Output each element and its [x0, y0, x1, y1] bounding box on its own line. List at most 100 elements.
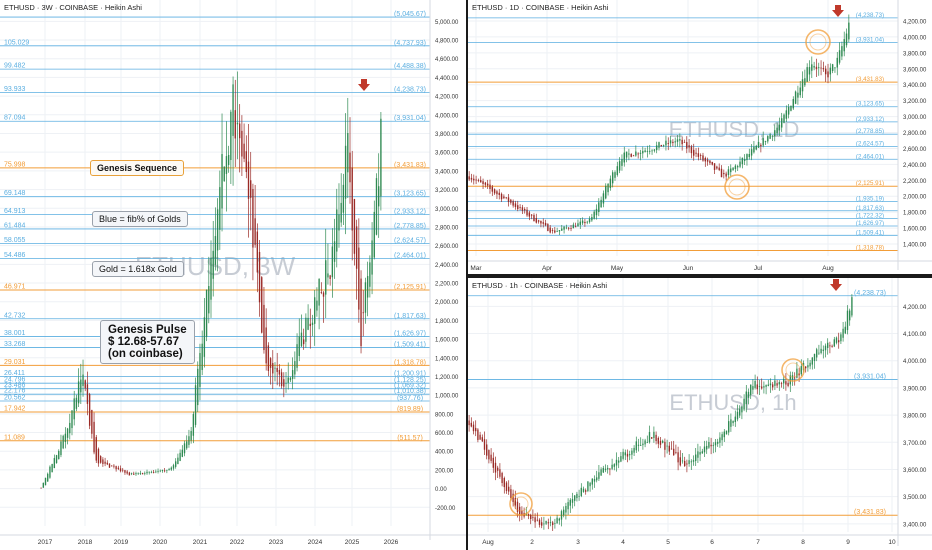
candle-body	[369, 262, 371, 287]
candle-body	[544, 222, 547, 226]
candle-body	[97, 448, 100, 464]
candle-body	[480, 180, 482, 183]
candle-body	[764, 140, 767, 142]
candle-body	[510, 489, 512, 499]
candle-body	[571, 498, 574, 503]
candle-body	[790, 105, 792, 111]
x-tick-label: 2022	[230, 539, 245, 546]
candle-body	[623, 152, 625, 163]
candle-body	[655, 145, 658, 151]
pulse-line-1: Genesis Pulse	[108, 324, 187, 336]
candle-body	[491, 186, 494, 192]
chart-pane-1d[interactable]: ETHUSD, 1D (4,238.73) (3,931.04) (3,431.83)…	[468, 0, 932, 274]
candle-body	[124, 470, 126, 473]
highlight-circle	[781, 358, 805, 382]
fib-level-label: (2,464.01)	[856, 153, 884, 160]
x-tick-label: 2	[530, 539, 534, 546]
y-tick-label: 3,400.00	[903, 522, 927, 528]
candle-body	[787, 382, 789, 386]
candle-body	[283, 379, 285, 387]
candle-body	[588, 218, 591, 223]
candle-body	[848, 22, 850, 40]
y-tick-label: 2,800.00	[903, 131, 927, 137]
candle-body	[620, 456, 622, 462]
candle-body	[141, 473, 144, 475]
highlight-circle	[509, 492, 533, 516]
x-tick-label: 2017	[38, 539, 53, 546]
fib-level-left-label: 17.942	[4, 405, 26, 412]
y-tick-label: 3,600.00	[903, 67, 927, 73]
candle-body	[489, 184, 491, 189]
candle-body	[296, 344, 298, 368]
candle-body	[613, 464, 615, 467]
candle-body	[593, 479, 596, 482]
candle-body	[801, 79, 804, 92]
candle-body	[468, 420, 470, 426]
candle-body	[64, 433, 67, 443]
candle-body	[554, 230, 556, 233]
candle-body	[86, 384, 89, 404]
fib-level-left-label: 105.029	[4, 39, 29, 46]
candle-body	[834, 67, 836, 69]
chart-pane-1h[interactable]: ETHUSD, 1h (4,238.73) (3,931.04) (3,431.83)…	[468, 278, 932, 550]
candle-body	[532, 516, 534, 518]
candle-body	[161, 469, 164, 471]
candle-body	[291, 370, 294, 379]
candle-body	[743, 398, 745, 410]
candle-body	[201, 343, 203, 370]
candle-body	[203, 317, 206, 357]
candle-body	[549, 522, 552, 523]
candle-body	[66, 428, 69, 438]
candle-body	[144, 472, 146, 474]
candle-body	[753, 146, 755, 153]
candle-body	[351, 167, 353, 231]
y-tick-label: 4,800.00	[435, 39, 459, 45]
candle-body	[62, 435, 64, 449]
candle-body	[130, 473, 133, 475]
candle-body	[232, 84, 234, 136]
candle-body	[630, 154, 632, 157]
candle-body	[481, 437, 483, 442]
candle-body	[494, 462, 497, 473]
candle-body	[77, 381, 80, 404]
chart-1h-svg[interactable]: ETHUSD, 1h (4,238.73) (3,931.04) (3,431.83)…	[468, 278, 932, 550]
candle-body	[820, 348, 822, 354]
candle-body	[667, 143, 669, 144]
candle-body	[754, 380, 756, 388]
candle-body	[695, 454, 697, 461]
candle-body	[730, 419, 732, 427]
y-tick-label: 2,000.00	[903, 195, 927, 201]
candle-body	[683, 142, 686, 143]
x-tick-label: 2020	[153, 539, 168, 546]
candle-body	[475, 427, 477, 432]
candle-body	[104, 461, 106, 464]
candle-body	[767, 384, 769, 386]
candle-body	[609, 178, 612, 189]
x-tick-label: 2026	[384, 539, 399, 546]
candle-body	[743, 159, 746, 161]
candle-body	[639, 152, 642, 154]
candle-body	[470, 177, 473, 180]
fib-level-label: (937.76)	[397, 395, 423, 402]
candle-body	[172, 465, 175, 469]
chart-3w-svg[interactable]: ETHUSD, 3W(5,045.67)(4,737.93)105.029(4,…	[0, 0, 466, 550]
chart-pane-3w[interactable]: ETHUSD, 3W (5,045.67) (4,737.93) 105.029 (4,…	[0, 0, 466, 550]
candle-body	[179, 452, 181, 461]
candle-body	[625, 151, 628, 158]
candle-body	[234, 110, 236, 139]
candle-body	[741, 406, 743, 413]
y-tick-label: 4,000.00	[903, 35, 927, 41]
candle-body	[512, 493, 514, 503]
pane-divider-horizontal[interactable]	[466, 274, 932, 278]
chart-1d-svg[interactable]: ETHUSD, 1D(4,238.73)(3,931.04)(3,431.83)…	[468, 0, 932, 274]
y-tick-label: 3,500.00	[903, 495, 927, 501]
candle-body	[565, 506, 567, 513]
candle-body	[649, 150, 651, 152]
fib-level-left-label: 33.268	[4, 341, 26, 348]
candle-body	[635, 151, 637, 156]
candle-body	[347, 133, 349, 173]
candle-body	[166, 469, 168, 471]
candle-body	[686, 142, 688, 149]
candle-body	[741, 157, 744, 165]
candle-body	[651, 150, 653, 152]
